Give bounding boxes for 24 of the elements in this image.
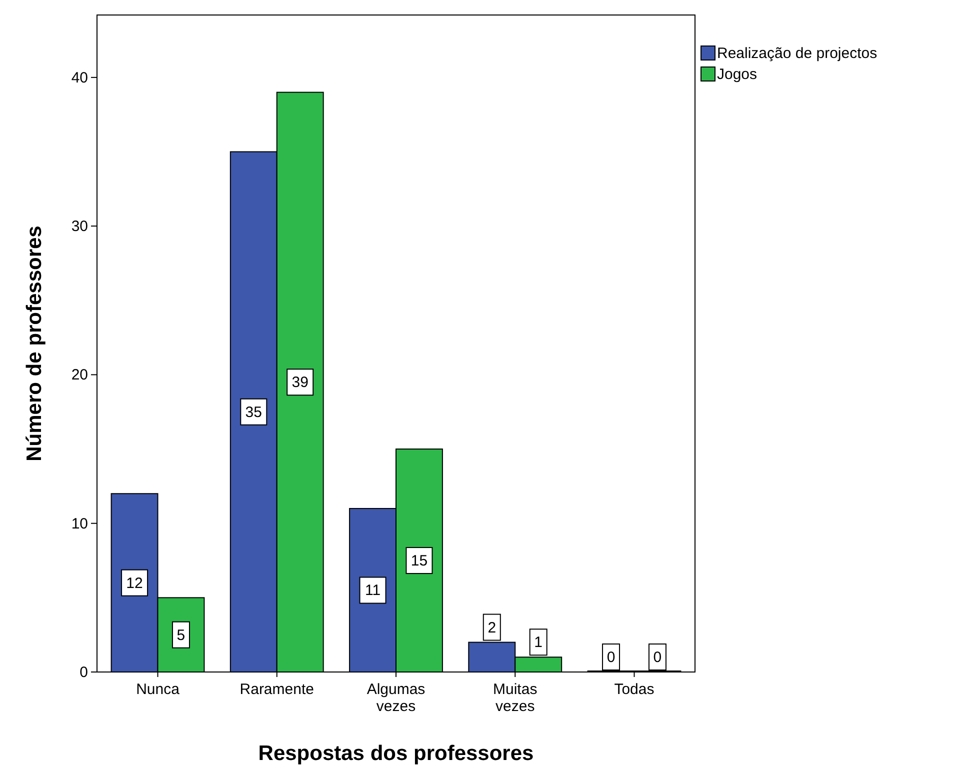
x-axis-title: Respostas dos professores [258, 742, 534, 765]
legend-label: Realização de projectos [717, 45, 878, 62]
data-label: 39 [292, 374, 308, 392]
data-label: 0 [653, 649, 662, 666]
data-label: 12 [126, 574, 143, 592]
x-tick-label: Muitas vezes [493, 681, 538, 715]
y-tick-label: 10 [71, 515, 88, 532]
data-label: 11 [364, 582, 381, 600]
x-tick-label: Algumas vezes [366, 681, 426, 715]
x-tick-label: Nunca [136, 681, 180, 698]
data-label: 35 [245, 404, 262, 421]
y-axis-title: Número de professores [23, 226, 46, 462]
y-tick-label: 30 [71, 218, 88, 236]
data-label: 5 [176, 626, 186, 644]
y-tick-label: 40 [71, 69, 88, 86]
data-label: 2 [488, 619, 496, 636]
legend-label: Jogos [717, 66, 758, 83]
x-tick-label: Raramente [240, 681, 314, 698]
data-label: 0 [606, 649, 616, 666]
y-tick-label: 0 [80, 664, 88, 681]
data-label: 1 [534, 634, 543, 652]
y-tick-label: 20 [71, 366, 88, 384]
data-label: 15 [410, 552, 428, 570]
x-tick-label: Todas [614, 681, 654, 698]
